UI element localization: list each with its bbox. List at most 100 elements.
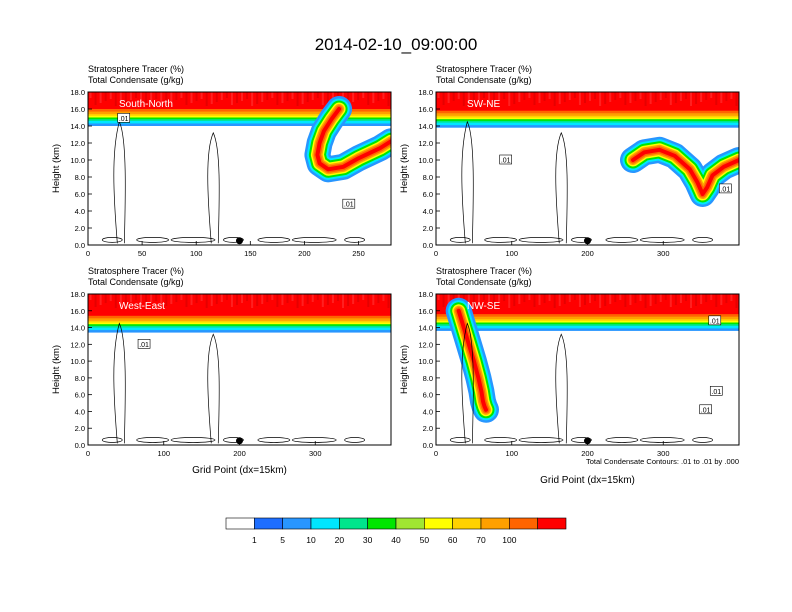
plot-area: .01 West-East: [88, 294, 391, 445]
condensate-contour: [449, 237, 471, 243]
tracer-texture: [281, 92, 284, 103]
tracer-texture: [185, 92, 188, 105]
tracer-texture: [669, 294, 672, 307]
tracer-texture: [644, 92, 647, 106]
tracer-texture: [114, 92, 117, 106]
intrusion-band: [456, 308, 488, 412]
contour-label: .01: [119, 116, 129, 123]
tracer-texture: [261, 92, 264, 102]
x-tick-label: 0: [434, 449, 438, 458]
condensate-contour: [518, 237, 564, 243]
colorbar-swatch: [254, 517, 283, 530]
tracer-texture: [266, 92, 269, 100]
tracer-texture: [266, 294, 269, 302]
y-tick-label: 16.0: [418, 307, 433, 316]
tracer-texture: [619, 294, 622, 300]
colorbar-label: 30: [363, 535, 373, 545]
y-axis-label: Height (km): [51, 345, 62, 394]
tracer-texture: [654, 92, 657, 102]
condensate-contour: [170, 237, 216, 243]
panel-header-tracer: Stratosphere Tracer (%): [88, 266, 184, 276]
condensate-contour: [136, 237, 169, 243]
tracer-texture: [674, 294, 677, 305]
tracer-texture: [599, 92, 602, 106]
condensate-contour: [223, 237, 244, 243]
tracer-texture: [301, 294, 304, 306]
colorbar-label: 50: [420, 535, 430, 545]
y-tick-label: 2.0: [423, 424, 433, 433]
tracer-texture: [362, 92, 365, 98]
tracer-texture: [367, 92, 370, 105]
tracer-texture: [180, 294, 183, 300]
tracer-texture: [513, 294, 516, 306]
tracer-texture: [200, 92, 203, 99]
tracer-texture: [679, 92, 682, 101]
tracer-texture: [382, 92, 385, 99]
tracer-texture: [296, 294, 299, 308]
condensate-contour: [461, 322, 474, 444]
tracer-texture: [488, 294, 491, 307]
tracer-texture: [528, 92, 531, 98]
tracer-texture: [190, 92, 193, 103]
tracer-texture: [543, 92, 546, 101]
tracer-texture: [614, 294, 617, 302]
tracer-texture: [104, 294, 107, 303]
tracer-texture: [241, 294, 244, 303]
condensate-contour: [461, 120, 474, 244]
tracer-texture: [261, 294, 264, 304]
tracer-texture: [251, 92, 254, 106]
plot-area: .01 .01 South-North: [88, 92, 391, 245]
condensate-contour: [101, 437, 123, 443]
tracer-texture: [94, 294, 97, 307]
panel-header-tracer: Stratosphere Tracer (%): [88, 64, 184, 74]
y-tick-label: 8.0: [75, 374, 85, 383]
y-tick-label: 14.0: [418, 324, 433, 333]
condensate-contour: [344, 437, 365, 443]
condensate-contour: [571, 437, 592, 443]
tracer-texture: [629, 294, 632, 305]
tracer-texture: [563, 92, 566, 102]
tracer-band: [436, 294, 739, 315]
tracer-texture: [705, 92, 708, 100]
tracer-texture: [336, 92, 339, 99]
y-tick-label: 14.0: [418, 122, 433, 131]
y-tick-label: 8.0: [423, 374, 433, 383]
tracer-texture: [467, 294, 470, 306]
tracer-texture: [624, 294, 627, 307]
y-tick-label: 18.0: [418, 290, 433, 299]
y-tick-label: 14.0: [70, 122, 85, 131]
tracer-texture: [498, 92, 501, 101]
tracer-texture: [372, 294, 375, 305]
condensate-contour: [223, 437, 244, 443]
y-tick-label: 0.0: [423, 441, 433, 450]
tracer-texture: [493, 294, 496, 305]
tracer-texture: [523, 92, 526, 100]
y-axis-label: Height (km): [51, 144, 62, 193]
tracer-texture: [377, 92, 380, 101]
tracer-texture: [119, 294, 122, 306]
tracer-texture: [362, 294, 365, 300]
tracer-texture: [594, 294, 597, 301]
tracer-texture: [639, 294, 642, 301]
y-axis-label: Height (km): [399, 345, 410, 394]
tracer-texture: [695, 92, 698, 104]
tracer-texture: [89, 92, 92, 98]
tracer-texture: [271, 294, 274, 300]
contour-label: .01: [720, 186, 730, 193]
tracer-texture: [109, 294, 112, 301]
tracer-texture: [119, 92, 122, 104]
tracer-texture: [170, 294, 173, 304]
y-tick-label: 10.0: [418, 357, 433, 366]
tracer-texture: [589, 294, 592, 303]
x-tick-label: 0: [86, 449, 90, 458]
tracer-texture: [94, 92, 97, 105]
x-tick-label: 100: [505, 249, 518, 258]
tracer-texture: [528, 294, 531, 300]
tracer-band: [88, 294, 391, 316]
colorbar: 1 5 10 20 30 40 50 60 70 100: [225, 517, 567, 545]
intrusion-band: [315, 107, 391, 172]
tracer-texture: [730, 92, 733, 99]
y-tick-label: 2.0: [423, 224, 433, 233]
tracer-texture: [649, 294, 652, 306]
condensate-contour: [207, 131, 220, 244]
